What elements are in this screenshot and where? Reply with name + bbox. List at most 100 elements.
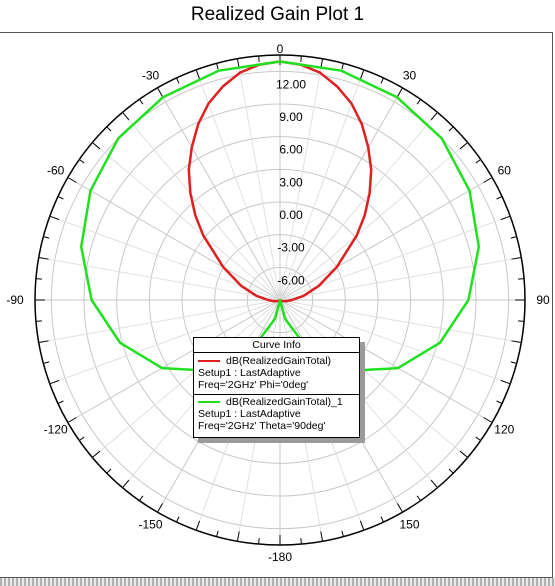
- series-curve-green: [79, 60, 481, 373]
- angle-tick: [300, 538, 302, 545]
- angle-tick: [106, 126, 112, 132]
- angle-tick: [511, 340, 522, 344]
- legend-setup: Setup1 : LastAdaptive: [198, 367, 301, 379]
- angle-spoke: [67, 177, 281, 301]
- radial-label: 0.00: [279, 208, 303, 222]
- angle-spoke: [67, 299, 281, 423]
- angle-tick: [157, 503, 163, 513]
- angle-tick: [67, 177, 77, 183]
- angle-tick: [49, 215, 60, 221]
- angle-tick: [106, 468, 112, 474]
- angle-tick: [510, 361, 517, 364]
- angle-label: 120: [494, 423, 514, 437]
- angle-tick: [35, 320, 42, 322]
- angle-tick: [475, 159, 481, 164]
- angle-tick: [176, 77, 180, 84]
- legend-freq: Freq='2GHz' Phi='0deg': [198, 379, 309, 391]
- angle-label: 0: [277, 42, 284, 56]
- angle-tick: [380, 77, 384, 84]
- angle-tick: [195, 520, 201, 531]
- angle-tick: [79, 436, 85, 441]
- angle-tick: [236, 531, 240, 542]
- legend-entry[interactable]: dB(RealizedGainTotal) Setup1 : LastAdapt…: [194, 353, 359, 391]
- angle-label: 30: [403, 69, 417, 83]
- radial-label: 9.00: [279, 110, 303, 124]
- chart-title: Realized Gain Plot 1: [190, 4, 365, 25]
- angle-spoke: [279, 299, 511, 385]
- angle-tick: [397, 503, 403, 513]
- angle-label: -90: [6, 293, 24, 307]
- angle-spoke: [279, 69, 365, 301]
- angle-spoke: [91, 299, 281, 458]
- angle-tick: [448, 126, 454, 132]
- angle-label: -180: [268, 550, 292, 564]
- radial-label: 3.00: [279, 175, 303, 189]
- angle-tick: [258, 538, 260, 545]
- angle-tick: [496, 196, 503, 200]
- angle-tick: [216, 63, 219, 70]
- radial-label: -6.00: [277, 273, 305, 287]
- angle-tick: [518, 278, 525, 280]
- angle-tick: [459, 142, 469, 150]
- angle-tick: [216, 530, 219, 537]
- angle-tick: [258, 55, 260, 62]
- angle-tick: [195, 69, 201, 80]
- angle-tick: [510, 236, 517, 239]
- angle-tick: [57, 400, 64, 404]
- legend-entry[interactable]: dB(RealizedGainTotal)_1 Setup1 : LastAda…: [194, 394, 359, 432]
- angle-spoke: [157, 87, 281, 301]
- angle-spoke: [49, 299, 281, 385]
- curve-info-legend[interactable]: Curve Info dB(RealizedGainTotal) Setup1 …: [193, 337, 360, 438]
- angle-tick: [416, 99, 421, 105]
- polar-grid: [34, 54, 526, 546]
- angle-label: -120: [44, 423, 68, 437]
- angle-label: 60: [498, 164, 512, 178]
- angle-tick: [448, 468, 454, 474]
- legend-series-name: dB(RealizedGainTotal)_1: [226, 396, 343, 408]
- angle-tick: [341, 530, 344, 537]
- angle-tick: [91, 450, 101, 458]
- angle-tick: [483, 417, 493, 423]
- plot-frame: [0, 32, 553, 578]
- radial-label: 6.00: [279, 143, 303, 157]
- angle-tick: [35, 278, 42, 280]
- angle-label: 90: [536, 293, 550, 307]
- angle-tick: [483, 177, 493, 183]
- angle-spoke: [236, 58, 281, 301]
- angle-spoke: [279, 299, 469, 458]
- window-bottom-strip: [0, 578, 555, 586]
- angle-tick: [397, 87, 403, 97]
- angle-tick: [122, 111, 130, 121]
- legend-title: Curve Info: [194, 338, 359, 353]
- angle-spoke: [279, 111, 438, 301]
- angle-tick: [430, 479, 438, 489]
- angle-tick: [511, 256, 522, 260]
- angle-tick: [320, 531, 324, 542]
- angle-spoke: [279, 256, 522, 301]
- angle-tick: [518, 320, 525, 322]
- angle-tick: [176, 516, 180, 523]
- angle-spoke: [122, 111, 281, 301]
- angle-tick: [43, 236, 50, 239]
- angle-tick: [500, 215, 511, 221]
- angle-spoke: [279, 299, 522, 344]
- curve-layer: [79, 60, 481, 373]
- legend-swatch-red: [198, 360, 220, 362]
- angle-label: -150: [138, 517, 162, 531]
- angle-tick: [359, 69, 365, 80]
- angle-tick: [459, 450, 469, 458]
- angle-spoke: [38, 256, 281, 301]
- radial-label: -3.00: [277, 241, 305, 255]
- angle-tick: [43, 361, 50, 364]
- angle-spoke: [279, 299, 493, 423]
- angle-tick: [380, 516, 384, 523]
- angle-tick: [139, 495, 144, 501]
- legend-series-name: dB(RealizedGainTotal): [226, 355, 332, 367]
- angle-tick: [38, 256, 49, 260]
- angle-tick: [157, 87, 163, 97]
- angle-tick: [91, 142, 101, 150]
- legend-freq: Freq='2GHz' Theta='90deg': [198, 420, 326, 432]
- angle-tick: [67, 417, 77, 423]
- angle-spoke: [91, 142, 281, 301]
- angle-tick: [416, 495, 421, 501]
